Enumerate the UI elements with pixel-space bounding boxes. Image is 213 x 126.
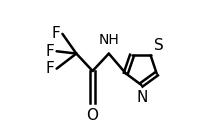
- Text: N: N: [137, 90, 148, 105]
- Text: F: F: [46, 44, 54, 59]
- Text: NH: NH: [98, 33, 119, 47]
- Text: F: F: [46, 61, 54, 76]
- Text: F: F: [51, 26, 60, 41]
- Text: S: S: [154, 38, 163, 53]
- Text: O: O: [86, 108, 99, 123]
